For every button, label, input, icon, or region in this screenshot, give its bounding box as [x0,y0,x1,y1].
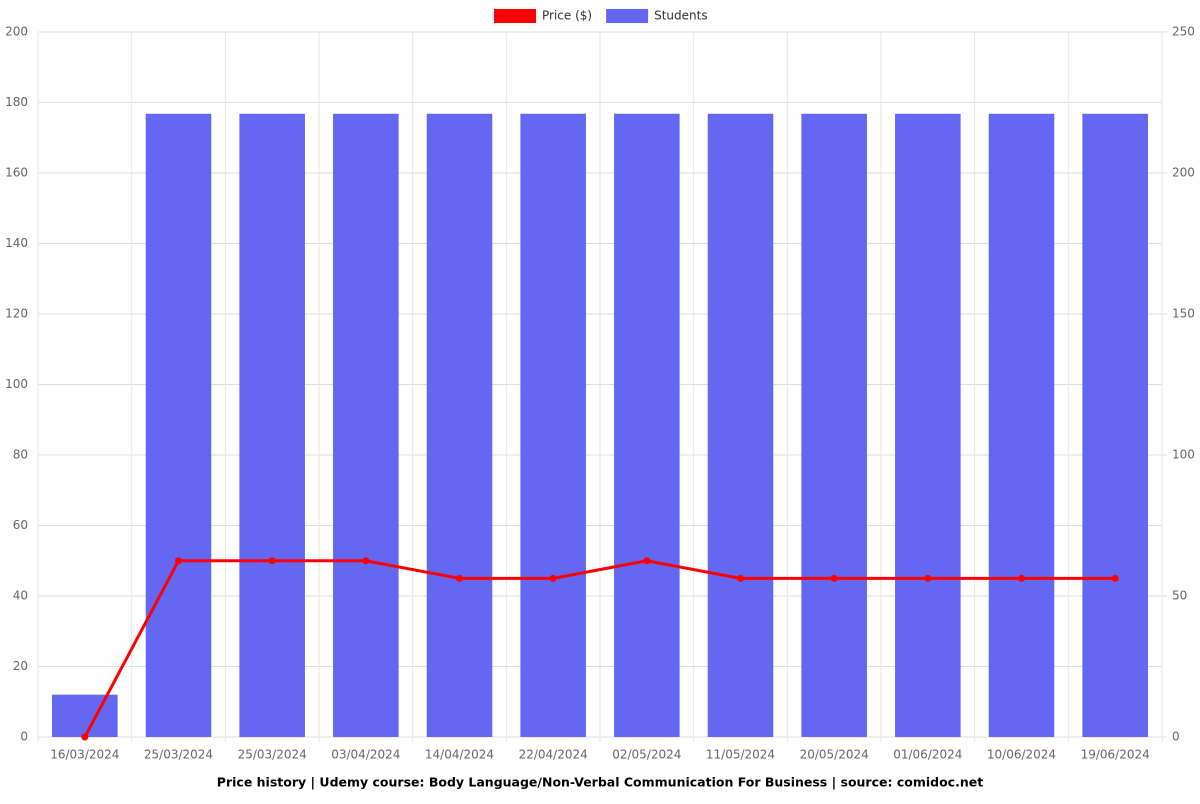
bar [1082,113,1148,737]
bar [707,113,774,737]
y-tick-label: 80 [13,448,28,462]
bar [333,113,399,737]
x-tick-label: 10/06/2024 [987,748,1056,762]
y-tick-label: 140 [5,236,28,250]
bar [614,113,680,737]
y2-tick-label: 0 [1172,730,1180,744]
line [83,559,1116,738]
y-tick-label: 40 [13,589,28,603]
x-tick-label: 22/04/2024 [519,748,588,762]
bar [988,113,1055,737]
y-tick-label: 0 [20,730,28,744]
bar [145,113,212,737]
bar [426,113,493,737]
point [268,557,276,565]
point [549,574,557,582]
x-tick-label: 25/03/2024 [144,748,213,762]
bar [895,113,961,737]
point [1018,574,1025,582]
x-tick-label: 25/03/2024 [238,748,307,762]
bar [801,113,867,737]
point [1111,574,1119,582]
point [175,557,182,565]
y-tick-label: 200 [5,25,28,39]
y-tick-label: 20 [13,659,28,673]
bar [239,113,305,737]
legend-swatch [606,9,649,23]
point [81,733,89,741]
point [737,574,744,582]
y-tick-label: 180 [5,95,28,109]
y2-tick-label: 150 [1172,307,1195,321]
x-tick-label: 19/06/2024 [1081,748,1150,762]
y-tick-label: 120 [5,307,28,321]
y-tick-label: 60 [13,518,28,532]
x-tick-label: 01/06/2024 [893,748,962,762]
point [643,557,651,565]
bar [52,694,118,737]
chart-title: Price history | Udemy course: Body Langu… [217,775,983,790]
y2-tick-label: 50 [1172,589,1187,603]
legend-label: Students [654,9,708,23]
point [830,574,838,582]
point [456,574,463,582]
x-tick-label: 20/05/2024 [800,748,869,762]
x-tick-label: 14/04/2024 [425,748,494,762]
legend-swatch [494,9,536,23]
y2-tick-label: 250 [1172,25,1195,39]
y-tick-label: 100 [5,377,28,391]
y2-tick-label: 200 [1172,166,1195,180]
point [924,574,932,582]
x-tick-label: 03/04/2024 [331,748,400,762]
y-tick-label: 160 [5,166,28,180]
legend-label: Price ($) [542,9,592,23]
point [362,557,370,565]
x-tick-label: 16/03/2024 [50,748,119,762]
y2-tick-label: 100 [1172,448,1195,462]
x-tick-label: 11/05/2024 [706,748,775,762]
x-tick-label: 02/05/2024 [612,748,681,762]
bar [520,113,586,737]
